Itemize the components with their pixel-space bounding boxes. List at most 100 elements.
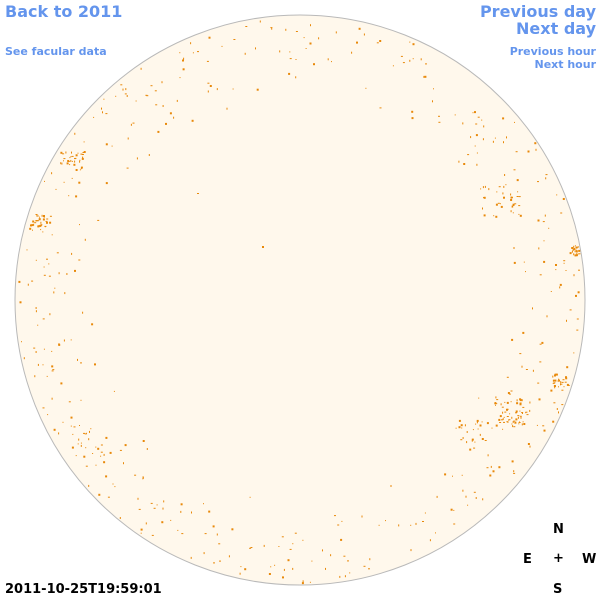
facula-point [105, 182, 108, 185]
facula-point [155, 104, 158, 106]
facula-point [558, 386, 559, 388]
facula-point [179, 52, 181, 54]
facula-point [523, 423, 526, 425]
facula-point [474, 111, 476, 114]
facula-point [62, 153, 65, 155]
facula-point [502, 418, 504, 421]
facula-point [361, 515, 363, 518]
facula-point [569, 309, 572, 311]
facula-point [512, 421, 514, 423]
back-to-year-link[interactable]: Back to 2011 [5, 2, 123, 21]
facula-point [295, 31, 298, 32]
facula-point [385, 520, 386, 522]
next-day-link[interactable]: Next day [516, 19, 596, 38]
facula-point [458, 419, 461, 422]
facula-point [511, 416, 513, 419]
facula-point [71, 155, 74, 157]
facula-point [35, 220, 38, 222]
facula-point [181, 533, 184, 535]
facula-point [239, 572, 241, 575]
facula-point [480, 188, 482, 190]
facula-point [520, 416, 522, 419]
facula-point [554, 373, 557, 375]
facula-point [566, 366, 569, 369]
facula-point [313, 63, 315, 66]
facula-point [351, 51, 353, 54]
facula-point [486, 467, 489, 469]
facula-point [522, 421, 524, 423]
facula-point [420, 58, 422, 61]
facula-point [516, 399, 518, 402]
facula-point [219, 560, 221, 562]
facula-point [508, 419, 511, 421]
facula-point [541, 341, 544, 344]
facula-point [344, 575, 346, 578]
facula-point [543, 429, 546, 432]
facula-point [511, 196, 513, 198]
facula-point [112, 483, 114, 485]
facula-point [496, 399, 499, 401]
see-facular-data-link[interactable]: See facular data [5, 45, 107, 58]
facula-point [539, 343, 542, 345]
facula-point [62, 421, 64, 423]
facula-point [452, 475, 453, 477]
facula-point [513, 470, 515, 473]
previous-hour-link[interactable]: Previous hour [509, 45, 596, 58]
facula-point [495, 424, 498, 427]
facula-point [82, 156, 84, 159]
facula-point [226, 107, 228, 110]
facula-point [513, 426, 516, 428]
facula-point [102, 111, 103, 114]
facula-point [552, 420, 555, 423]
facula-point [577, 253, 579, 255]
facula-point [73, 163, 76, 166]
facula-point [60, 382, 63, 385]
next-hour-link[interactable]: Next hour [534, 58, 597, 71]
facula-point [475, 497, 477, 499]
facula-point [519, 214, 522, 217]
facula-point [309, 581, 311, 583]
facula-point [461, 474, 463, 476]
facula-point [506, 408, 508, 411]
facula-point [32, 220, 35, 223]
facula-point [506, 416, 509, 417]
facula-point [516, 196, 519, 197]
facular-features [18, 20, 581, 585]
facula-point [539, 361, 542, 363]
facula-point [512, 203, 515, 206]
facula-point [515, 410, 518, 413]
facula-point [64, 292, 66, 295]
facula-point [560, 381, 562, 384]
facula-point [487, 454, 489, 457]
facula-point [493, 215, 495, 217]
facula-point [503, 185, 505, 188]
facula-point [271, 27, 273, 30]
facula-point [103, 461, 106, 464]
facula-point [169, 112, 172, 115]
facula-point [138, 508, 141, 510]
facula-point [349, 572, 351, 574]
facula-point [283, 568, 285, 571]
facula-point [527, 443, 530, 445]
facula-point [503, 196, 505, 199]
facula-point [376, 42, 379, 44]
previous-day-link[interactable]: Previous day [479, 2, 596, 21]
facula-point [481, 421, 483, 423]
facula-point [48, 275, 51, 277]
facula-point [552, 375, 554, 378]
facula-point [561, 389, 564, 391]
facula-point [577, 246, 579, 248]
facula-point [256, 88, 259, 91]
facula-point [539, 274, 542, 276]
facula-point [496, 191, 498, 193]
facula-point [37, 220, 39, 222]
facula-point [33, 223, 35, 226]
facula-point [519, 410, 521, 412]
facula-point [462, 437, 464, 439]
facula-point [545, 174, 548, 176]
facula-point [483, 197, 484, 199]
facula-point [495, 402, 497, 403]
facula-point [270, 27, 273, 29]
facula-point [163, 500, 165, 503]
facula-point [70, 416, 73, 419]
